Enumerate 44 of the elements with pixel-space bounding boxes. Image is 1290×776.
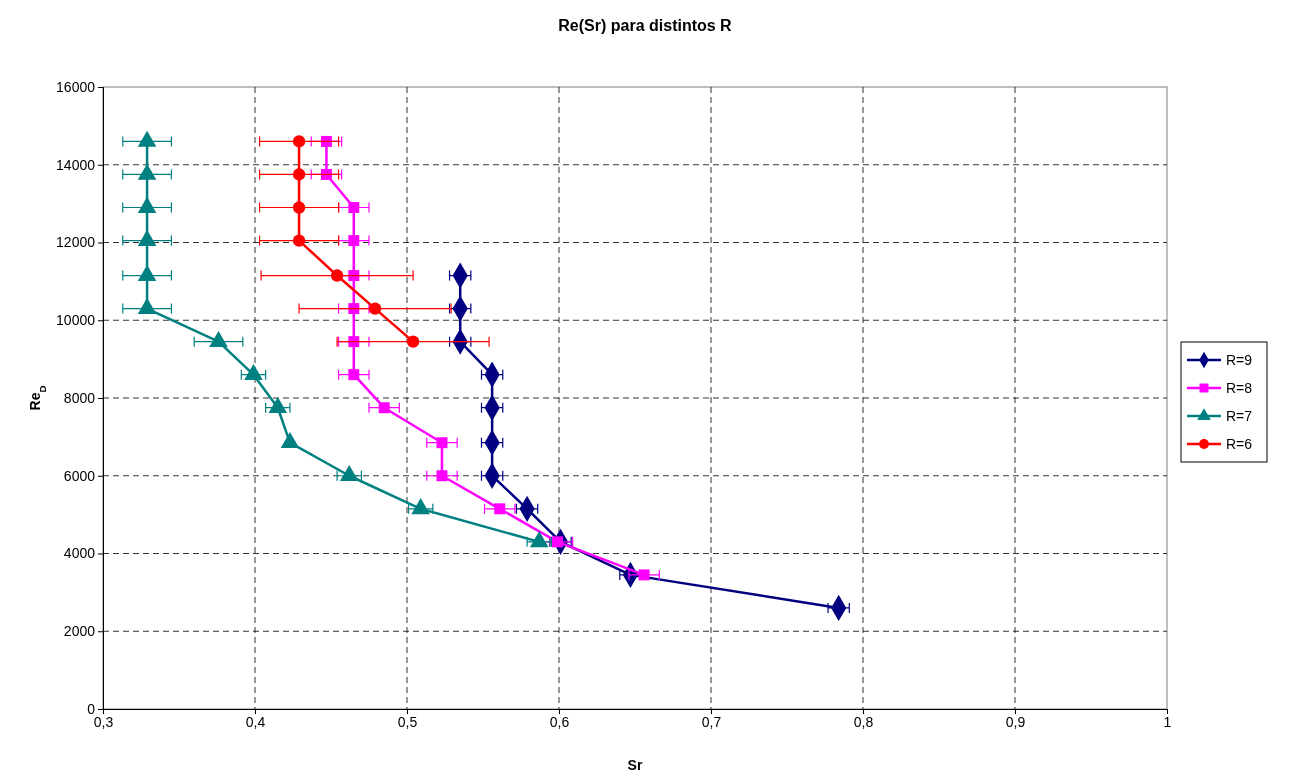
point [320, 168, 332, 180]
point [320, 135, 332, 147]
y-tick-label: 14000 [56, 156, 96, 173]
y-tick-label: 12000 [56, 234, 96, 251]
x-tick-label: 1 [1163, 713, 1172, 730]
point [406, 335, 420, 348]
point [292, 135, 306, 148]
point [348, 235, 360, 247]
legend-label: R=6 [1226, 436, 1253, 452]
x-tick-label: 0,8 [853, 713, 874, 730]
point [494, 503, 506, 515]
x-tick-label: 0,4 [245, 713, 266, 730]
x-tick-label: 0,6 [549, 713, 570, 730]
y-tick-label: 6000 [63, 467, 96, 484]
point [436, 470, 448, 482]
legend-label: R=8 [1226, 380, 1253, 396]
point [348, 270, 360, 282]
point [292, 234, 306, 247]
legend-label: R=7 [1226, 408, 1253, 424]
y-tick-label: 0 [87, 700, 96, 717]
point [292, 201, 306, 214]
y-tick-label: 4000 [63, 545, 96, 562]
y-tick-label: 16000 [56, 78, 96, 95]
y-tick-label: 2000 [63, 623, 96, 640]
chart-title: Re(Sr) para distintos R [558, 17, 733, 34]
point [638, 569, 650, 581]
x-tick-label: 0,5 [397, 713, 418, 730]
point [436, 437, 448, 449]
x-tick-label: 0,3 [93, 713, 114, 730]
point [292, 168, 306, 181]
point [348, 202, 360, 213]
point [330, 269, 344, 282]
point [378, 402, 390, 414]
x-tick-label: 0,7 [701, 713, 722, 730]
x-axis-title: Sr [627, 757, 643, 773]
point [552, 536, 563, 548]
point [348, 336, 360, 348]
point [348, 303, 360, 315]
y-tick-label: 10000 [56, 312, 96, 329]
point [348, 369, 360, 381]
point [368, 302, 382, 315]
y-tick-label: 8000 [63, 389, 96, 406]
legend-label: R=9 [1226, 352, 1253, 368]
x-tick-label: 0,9 [1005, 713, 1026, 730]
